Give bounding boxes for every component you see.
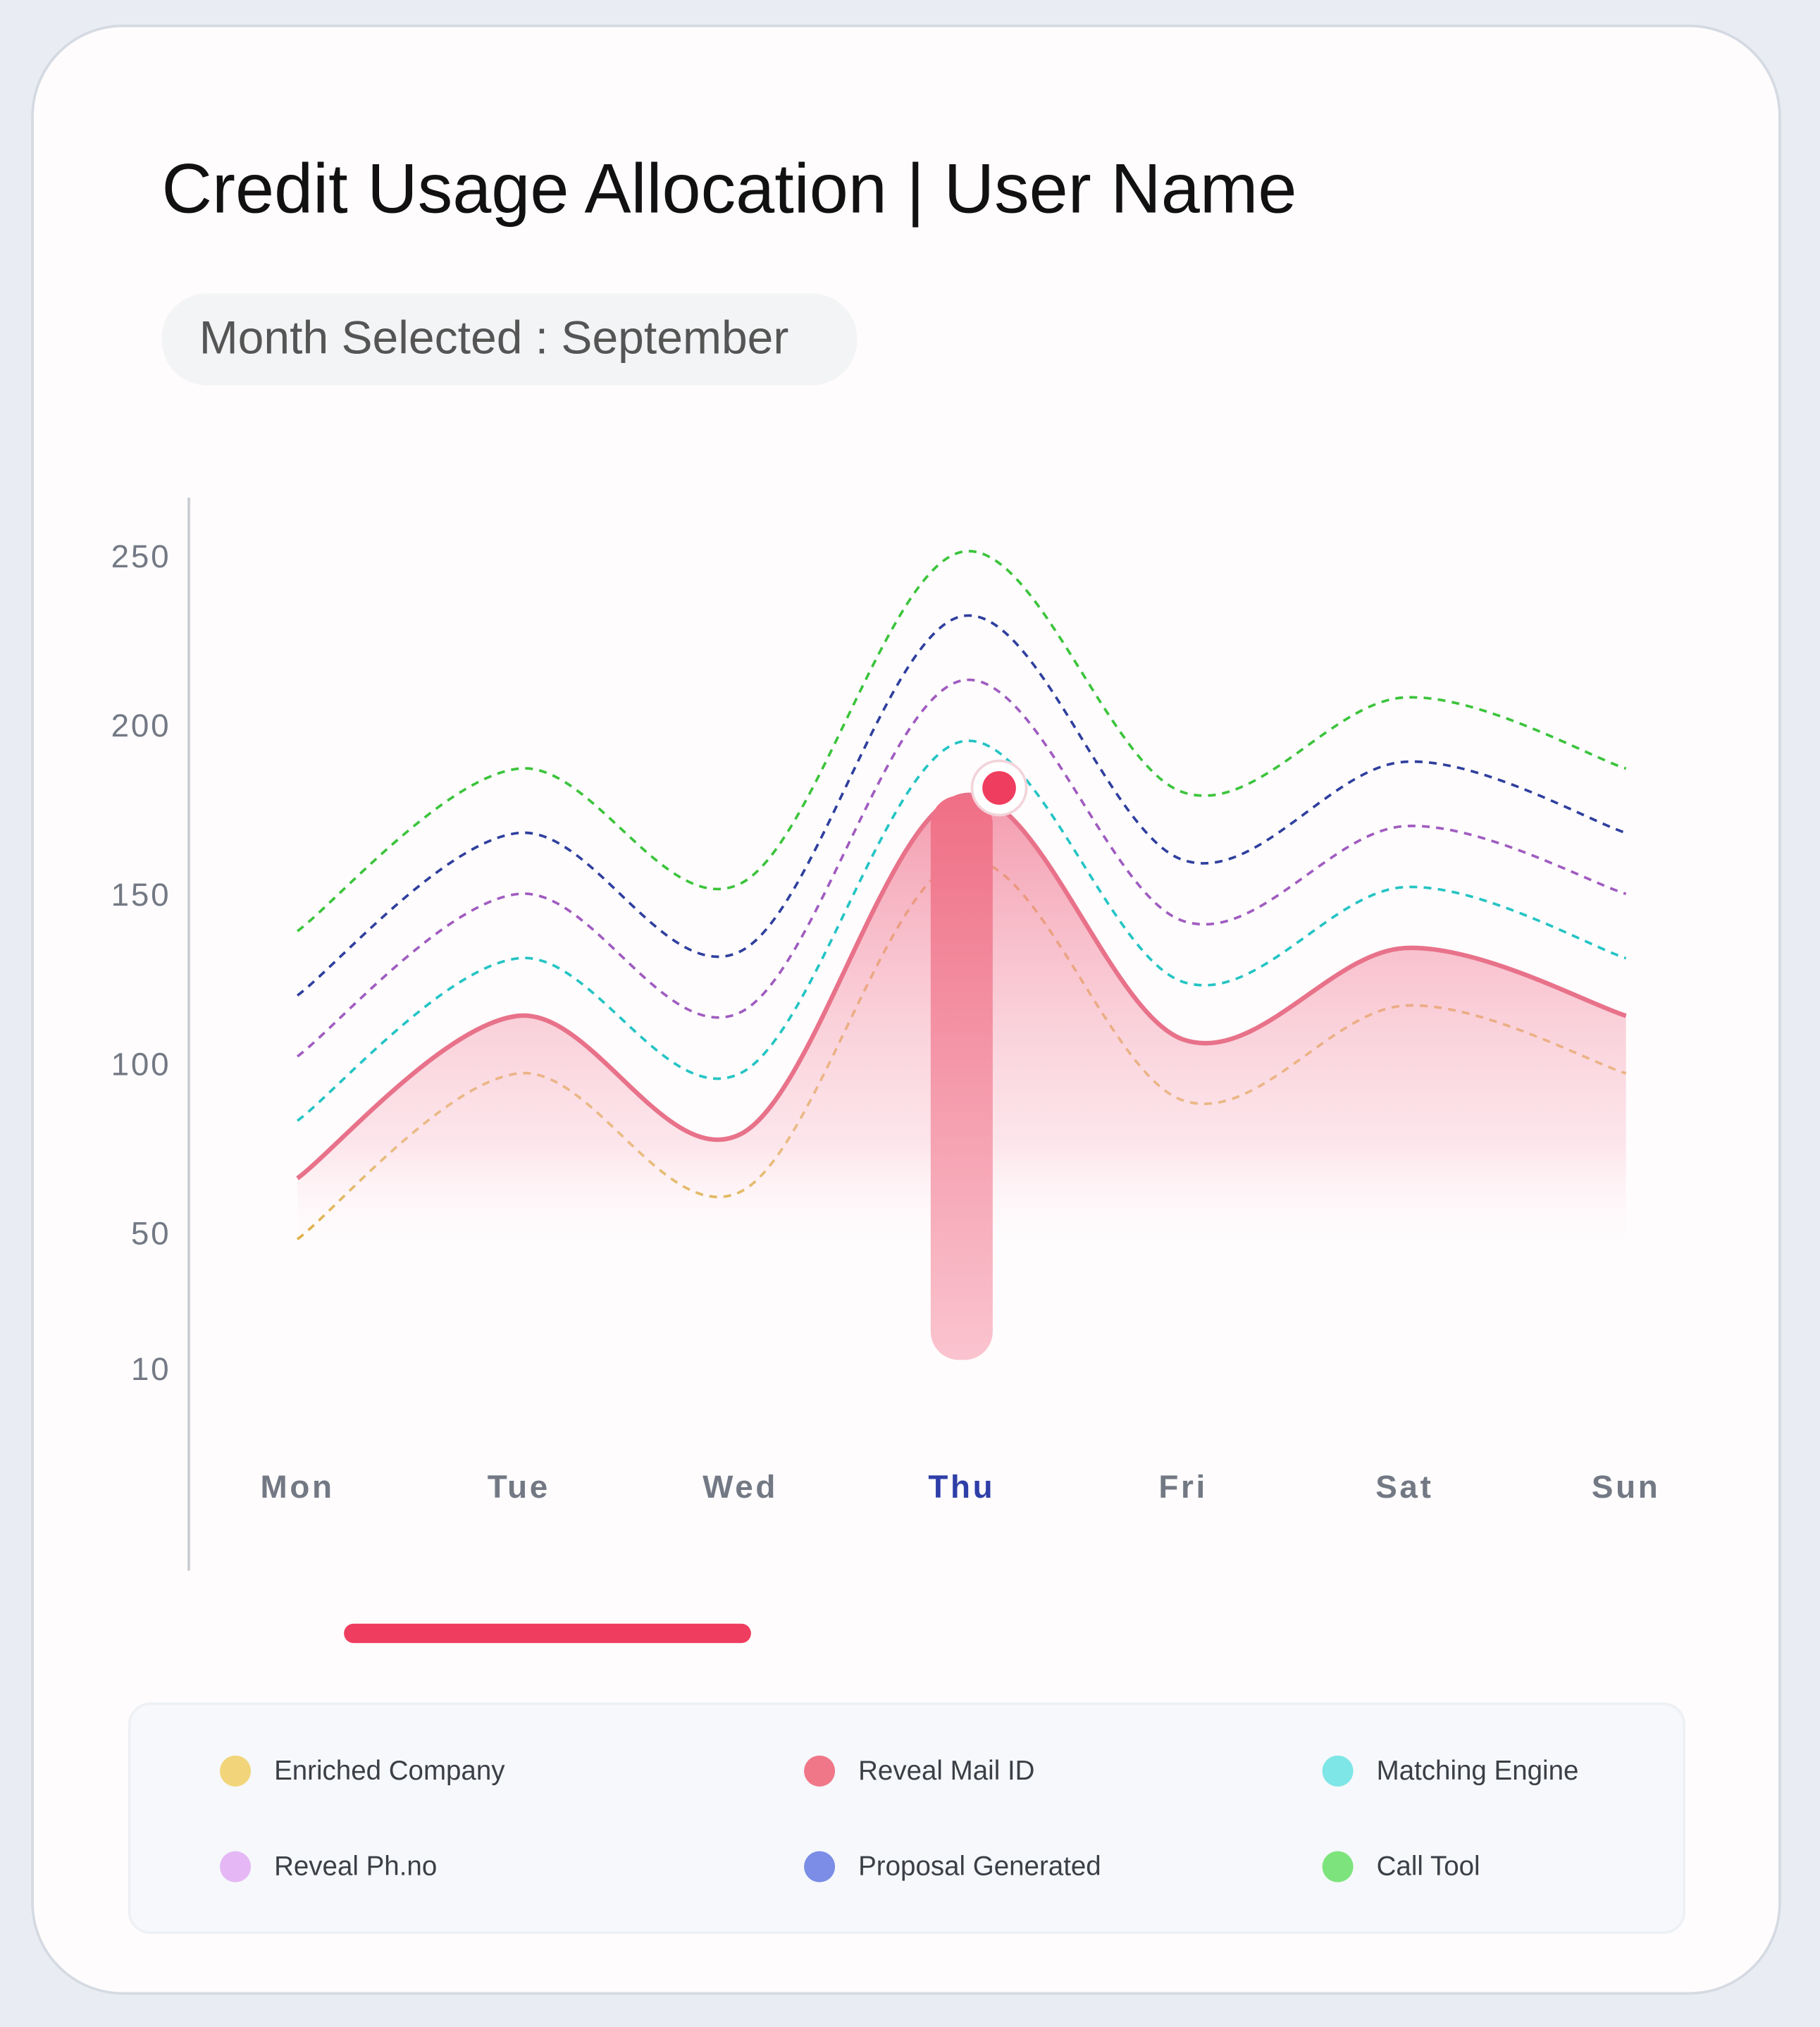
month-chip[interactable] <box>161 293 858 386</box>
y-tick-label: 100 <box>111 1045 171 1082</box>
legend-swatch <box>804 1755 836 1787</box>
line <box>297 678 1627 1058</box>
y-tick-label: 150 <box>111 876 171 913</box>
line <box>297 550 1627 932</box>
y-tick-label: 200 <box>111 707 171 744</box>
legend-label: Reveal Mail ID <box>858 1756 1034 1786</box>
line <box>297 739 1627 1122</box>
highlight-dot <box>982 771 1016 805</box>
x-tick-label: Fri <box>1158 1468 1208 1505</box>
x-tick-label: Wed <box>702 1468 778 1505</box>
legend-label: Enriched Company <box>274 1756 505 1786</box>
scrollbar[interactable] <box>344 1623 751 1644</box>
legend-swatch <box>1322 1755 1354 1787</box>
legend-label: Matching Engine <box>1377 1756 1579 1786</box>
chart-subtitle: Month Selected : September <box>199 312 789 364</box>
legend-swatch <box>1322 1851 1354 1883</box>
y-tick-label: 250 <box>111 538 171 574</box>
plot: 10 50 100 150 200 250 Mon Tue Wed Thu Fri Sat Sun <box>111 538 1661 1505</box>
y-tick-label: 10 <box>131 1350 171 1387</box>
legend-swatch <box>804 1851 836 1883</box>
x-tick-label: Thu <box>928 1468 995 1505</box>
x-tick-label: Sat <box>1375 1468 1433 1505</box>
legend-swatch <box>220 1755 252 1787</box>
legend-label: Reveal Ph.no <box>274 1852 437 1882</box>
x-tick-label: Mon <box>260 1468 334 1505</box>
chart-title: Credit Usage Allocation | User Name <box>162 149 1297 227</box>
legend-label: Call Tool <box>1377 1852 1480 1882</box>
x-tick-label: Tue <box>488 1468 550 1505</box>
y-tick-label: 50 <box>131 1215 171 1252</box>
x-tick-label: Sun <box>1592 1468 1661 1505</box>
legend-label: Proposal Generated <box>858 1852 1101 1882</box>
legend-swatch <box>220 1851 252 1883</box>
legend <box>128 1702 1686 1934</box>
highlight-bar <box>930 795 993 1360</box>
